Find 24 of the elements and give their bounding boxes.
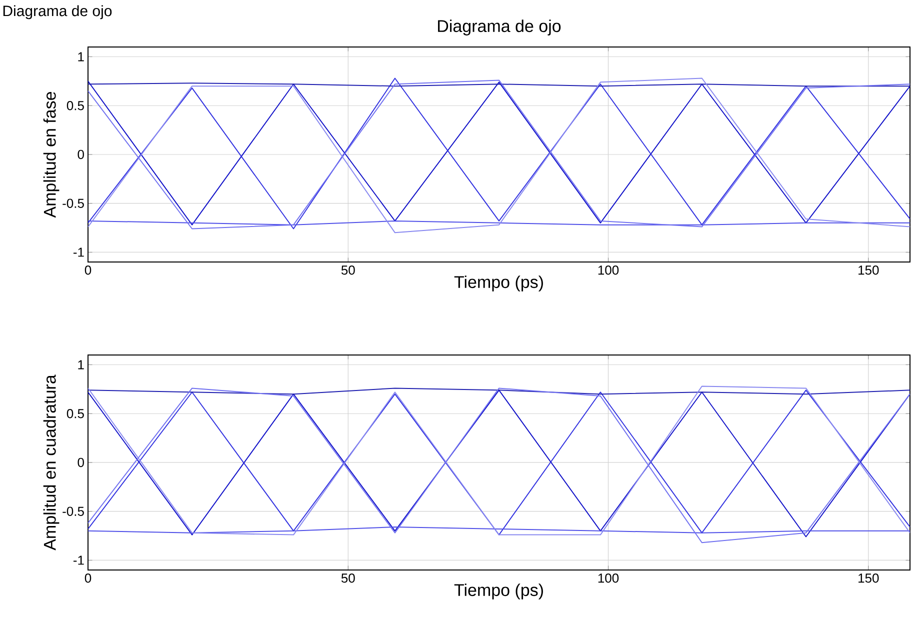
y-tick-label: 0 xyxy=(78,150,84,160)
y-tick-label: -0.5 xyxy=(62,198,84,208)
y-tick-label: 0.5 xyxy=(66,101,84,110)
x-tick-label: 100 xyxy=(598,266,619,275)
y-axis-title: Amplitud en fase xyxy=(43,92,60,218)
y-tick-label: 0 xyxy=(78,458,84,468)
x-tick-label: 0 xyxy=(84,574,92,583)
text: Diagrama de ojo xyxy=(3,5,112,20)
x-axis-title: Tiempo (ps) xyxy=(454,276,543,292)
y-tick-label: -1 xyxy=(73,248,84,257)
y-axis-title: Amplitud en cuadratura xyxy=(43,374,60,550)
x-tick-label: 50 xyxy=(341,574,355,583)
y-tick-label: 0.5 xyxy=(66,409,84,418)
y-tick-label: 1 xyxy=(78,52,84,62)
x-tick-label: 150 xyxy=(858,266,879,275)
x-tick-label: 100 xyxy=(598,574,619,583)
x-axis-title: Tiempo (ps) xyxy=(454,584,543,600)
y-tick-label: -0.5 xyxy=(62,506,84,516)
x-tick-label: 150 xyxy=(858,574,879,583)
x-tick-label: 0 xyxy=(84,266,92,275)
chart-title: Diagrama de ojo xyxy=(438,20,561,36)
y-tick-label: -1 xyxy=(73,556,84,565)
y-tick-label: 1 xyxy=(78,360,84,370)
x-tick-label: 50 xyxy=(341,266,355,275)
